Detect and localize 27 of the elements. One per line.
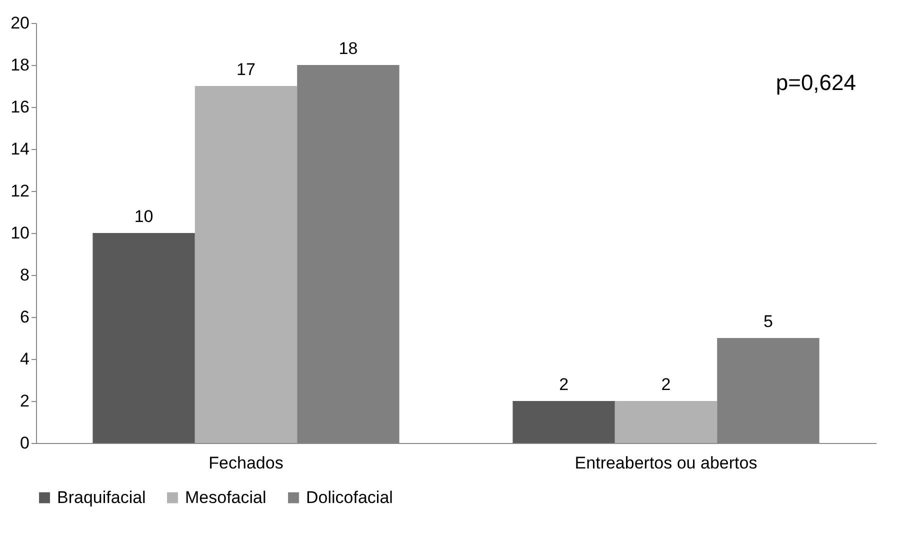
data-label: 17 [236,60,256,79]
y-tick-label: 12 [10,182,30,200]
legend-label: Mesofacial [185,488,266,507]
y-tick-label: 18 [10,56,30,74]
y-tick-label: 16 [10,98,30,116]
y-tick-label: 20 [10,14,30,32]
y-tick-label: 14 [10,140,30,158]
y-tick-label: 8 [20,266,30,284]
data-label: 2 [661,375,671,394]
data-label: 5 [763,312,773,331]
y-tick-label: 4 [20,350,30,368]
x-tick-label: Fechados [208,454,284,472]
legend-label: Dolicofacial [306,488,393,507]
y-tick-label: 10 [10,224,30,242]
y-tick-label: 2 [20,392,30,410]
bar [92,233,195,443]
annotation: p=0,624 [776,70,856,95]
bar [614,401,718,443]
x-tick-label: Entreabertos ou abertos [574,454,758,472]
legend-label: Braquifacial [57,488,146,507]
data-label: 2 [559,375,569,394]
bar [194,86,298,443]
data-label: 18 [338,39,358,58]
y-tick-label: 6 [20,308,30,326]
y-tick-label: 0 [20,434,30,452]
bar [512,401,615,443]
data-label: 10 [134,207,154,226]
